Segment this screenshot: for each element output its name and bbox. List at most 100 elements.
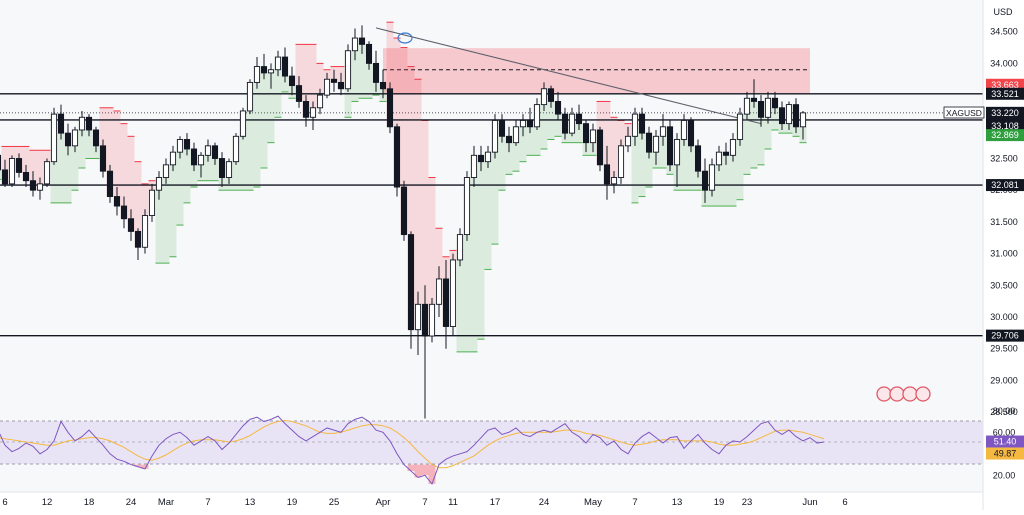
candle[interactable] [757, 95, 765, 127]
candle[interactable] [190, 142, 198, 172]
candle[interactable] [715, 145, 723, 172]
candle[interactable] [694, 139, 702, 178]
candle[interactable] [449, 253, 457, 337]
candle[interactable] [148, 183, 156, 222]
candle[interactable] [638, 107, 646, 140]
candle[interactable] [337, 72, 345, 96]
candle[interactable] [512, 120, 520, 146]
candle[interactable] [463, 171, 471, 241]
candle[interactable] [288, 66, 296, 96]
candle[interactable] [36, 177, 44, 200]
candle[interactable] [379, 69, 387, 99]
candle[interactable] [386, 82, 394, 134]
currency-label[interactable]: USD [993, 7, 1013, 17]
candle[interactable] [589, 123, 597, 153]
candle[interactable] [127, 209, 135, 241]
candle[interactable] [498, 114, 506, 143]
candle[interactable] [330, 69, 338, 92]
candle[interactable] [442, 259, 450, 349]
candle[interactable] [0, 150, 2, 175]
candle[interactable] [701, 158, 709, 203]
candle[interactable] [78, 110, 86, 137]
candle[interactable] [680, 114, 688, 146]
candle[interactable] [99, 139, 107, 178]
candle[interactable] [260, 53, 268, 80]
candle[interactable] [799, 110, 807, 140]
candle[interactable] [267, 63, 275, 89]
candle[interactable] [414, 291, 422, 356]
candle[interactable] [652, 129, 660, 165]
candle[interactable] [743, 91, 751, 121]
candle[interactable] [400, 180, 408, 241]
candle[interactable] [533, 98, 541, 130]
candle[interactable] [582, 120, 590, 153]
candle[interactable] [22, 164, 30, 188]
candle[interactable] [568, 107, 576, 137]
candle[interactable] [358, 25, 366, 54]
candle[interactable] [71, 126, 79, 153]
candle[interactable] [456, 228, 464, 267]
candle[interactable] [792, 98, 800, 134]
candle[interactable] [526, 107, 534, 134]
candle[interactable] [771, 91, 779, 115]
flag-icon[interactable] [876, 386, 892, 402]
trendline[interactable] [375, 27, 762, 125]
flag-icon[interactable] [915, 386, 931, 402]
candle[interactable] [722, 142, 730, 165]
candle[interactable] [274, 50, 282, 77]
candle[interactable] [295, 76, 303, 108]
candle[interactable] [477, 145, 485, 172]
candle[interactable] [155, 171, 163, 200]
candle[interactable] [708, 158, 716, 197]
candle[interactable] [610, 171, 618, 194]
candle[interactable] [666, 120, 674, 172]
candle[interactable] [239, 107, 247, 140]
candle[interactable] [407, 231, 415, 349]
candle[interactable] [281, 47, 289, 83]
candle[interactable] [344, 44, 352, 92]
candle[interactable] [302, 95, 310, 127]
candle[interactable] [617, 139, 625, 184]
candle[interactable] [519, 114, 527, 137]
candle[interactable] [540, 82, 548, 111]
candle[interactable] [547, 85, 555, 108]
candle[interactable] [785, 101, 793, 130]
candle[interactable] [225, 158, 233, 184]
event-icons[interactable] [876, 386, 931, 402]
candle[interactable] [64, 123, 72, 156]
candle[interactable] [169, 145, 177, 172]
candle[interactable] [421, 285, 429, 419]
candle[interactable] [631, 107, 639, 146]
candle[interactable] [554, 91, 562, 121]
candle[interactable] [309, 101, 317, 130]
candle[interactable] [729, 133, 737, 162]
candle[interactable] [365, 41, 373, 70]
candle[interactable] [1, 159, 9, 188]
candle[interactable] [575, 104, 583, 130]
candle[interactable] [393, 123, 401, 197]
flag-icon[interactable] [889, 386, 905, 402]
candle[interactable] [85, 114, 93, 137]
candle[interactable] [645, 126, 653, 159]
candle[interactable] [750, 79, 758, 108]
candle[interactable] [218, 152, 226, 188]
candle[interactable] [624, 126, 632, 153]
candle[interactable] [505, 126, 513, 153]
candle[interactable] [323, 72, 331, 99]
candle[interactable] [351, 28, 359, 61]
candle[interactable] [232, 133, 240, 165]
candle[interactable] [15, 153, 23, 178]
candle[interactable] [736, 107, 744, 146]
candle[interactable] [183, 133, 191, 156]
candle[interactable] [92, 126, 100, 153]
candle[interactable] [197, 152, 205, 178]
candle[interactable] [484, 145, 492, 169]
candle[interactable] [120, 196, 128, 229]
candle[interactable] [50, 107, 58, 165]
candle[interactable] [764, 91, 772, 124]
candle[interactable] [246, 79, 254, 115]
candle[interactable] [687, 117, 695, 153]
candle[interactable] [491, 114, 499, 159]
candle[interactable] [176, 136, 184, 159]
